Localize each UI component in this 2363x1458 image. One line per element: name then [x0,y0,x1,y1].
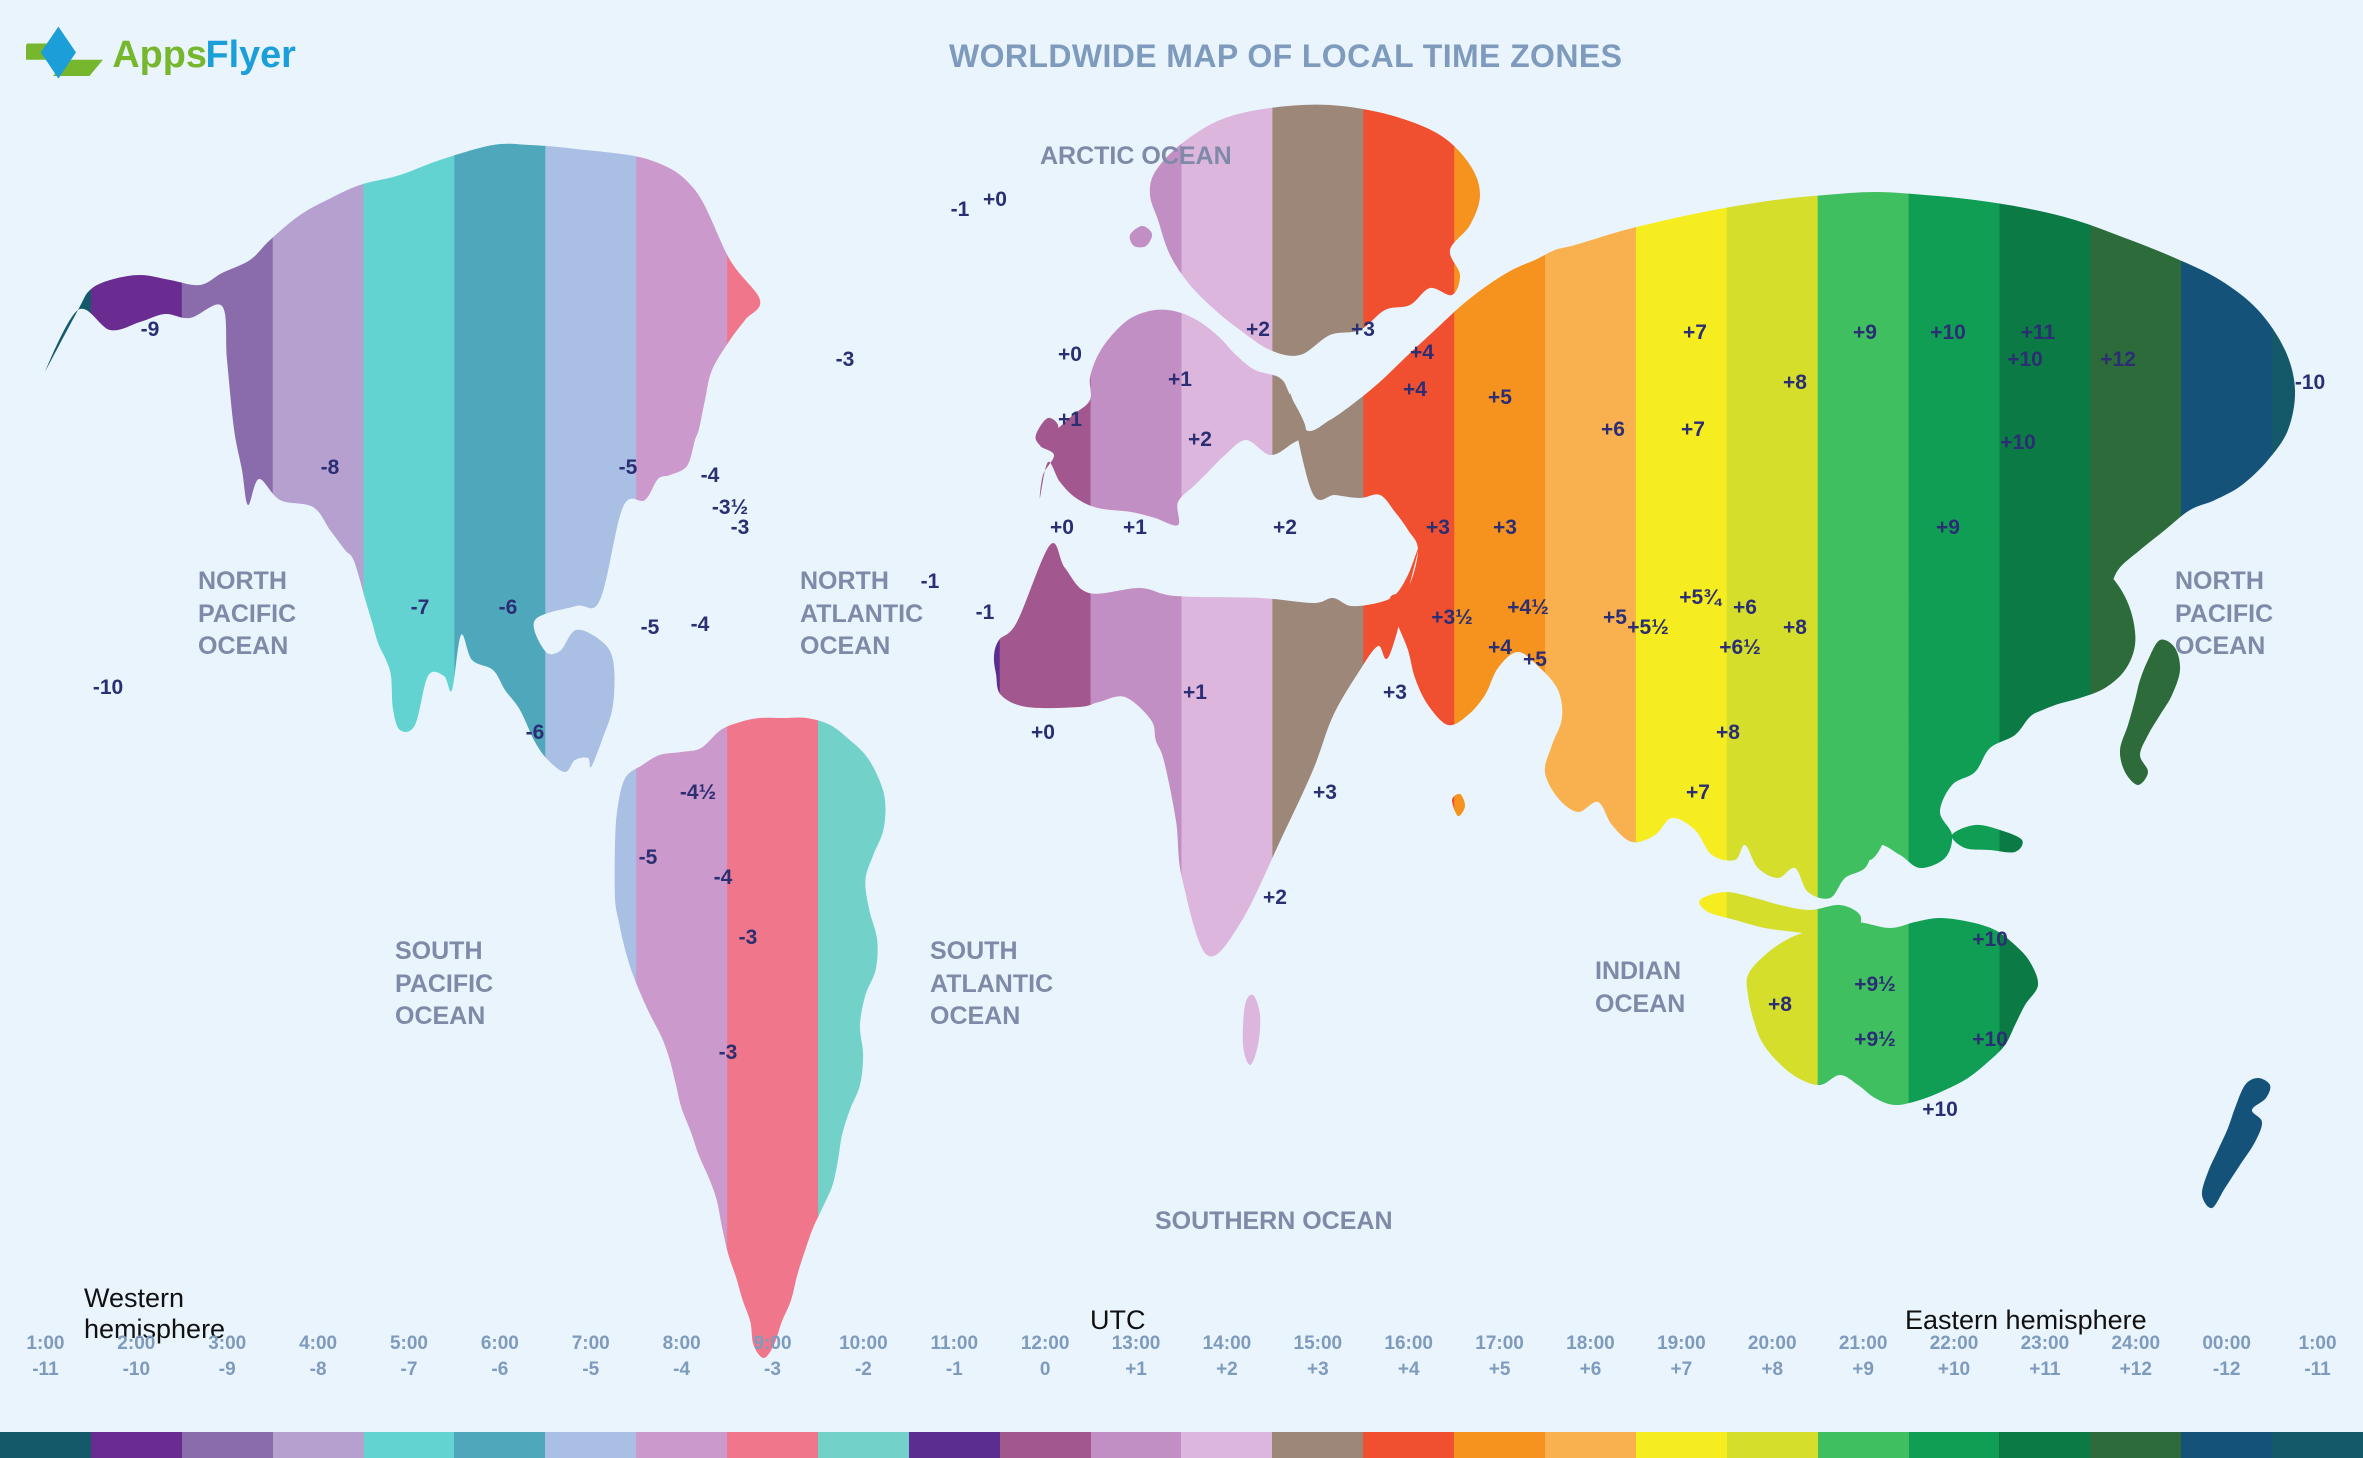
svg-text:Apps: Apps [112,34,206,76]
svg-text:Flyer: Flyer [206,34,296,76]
